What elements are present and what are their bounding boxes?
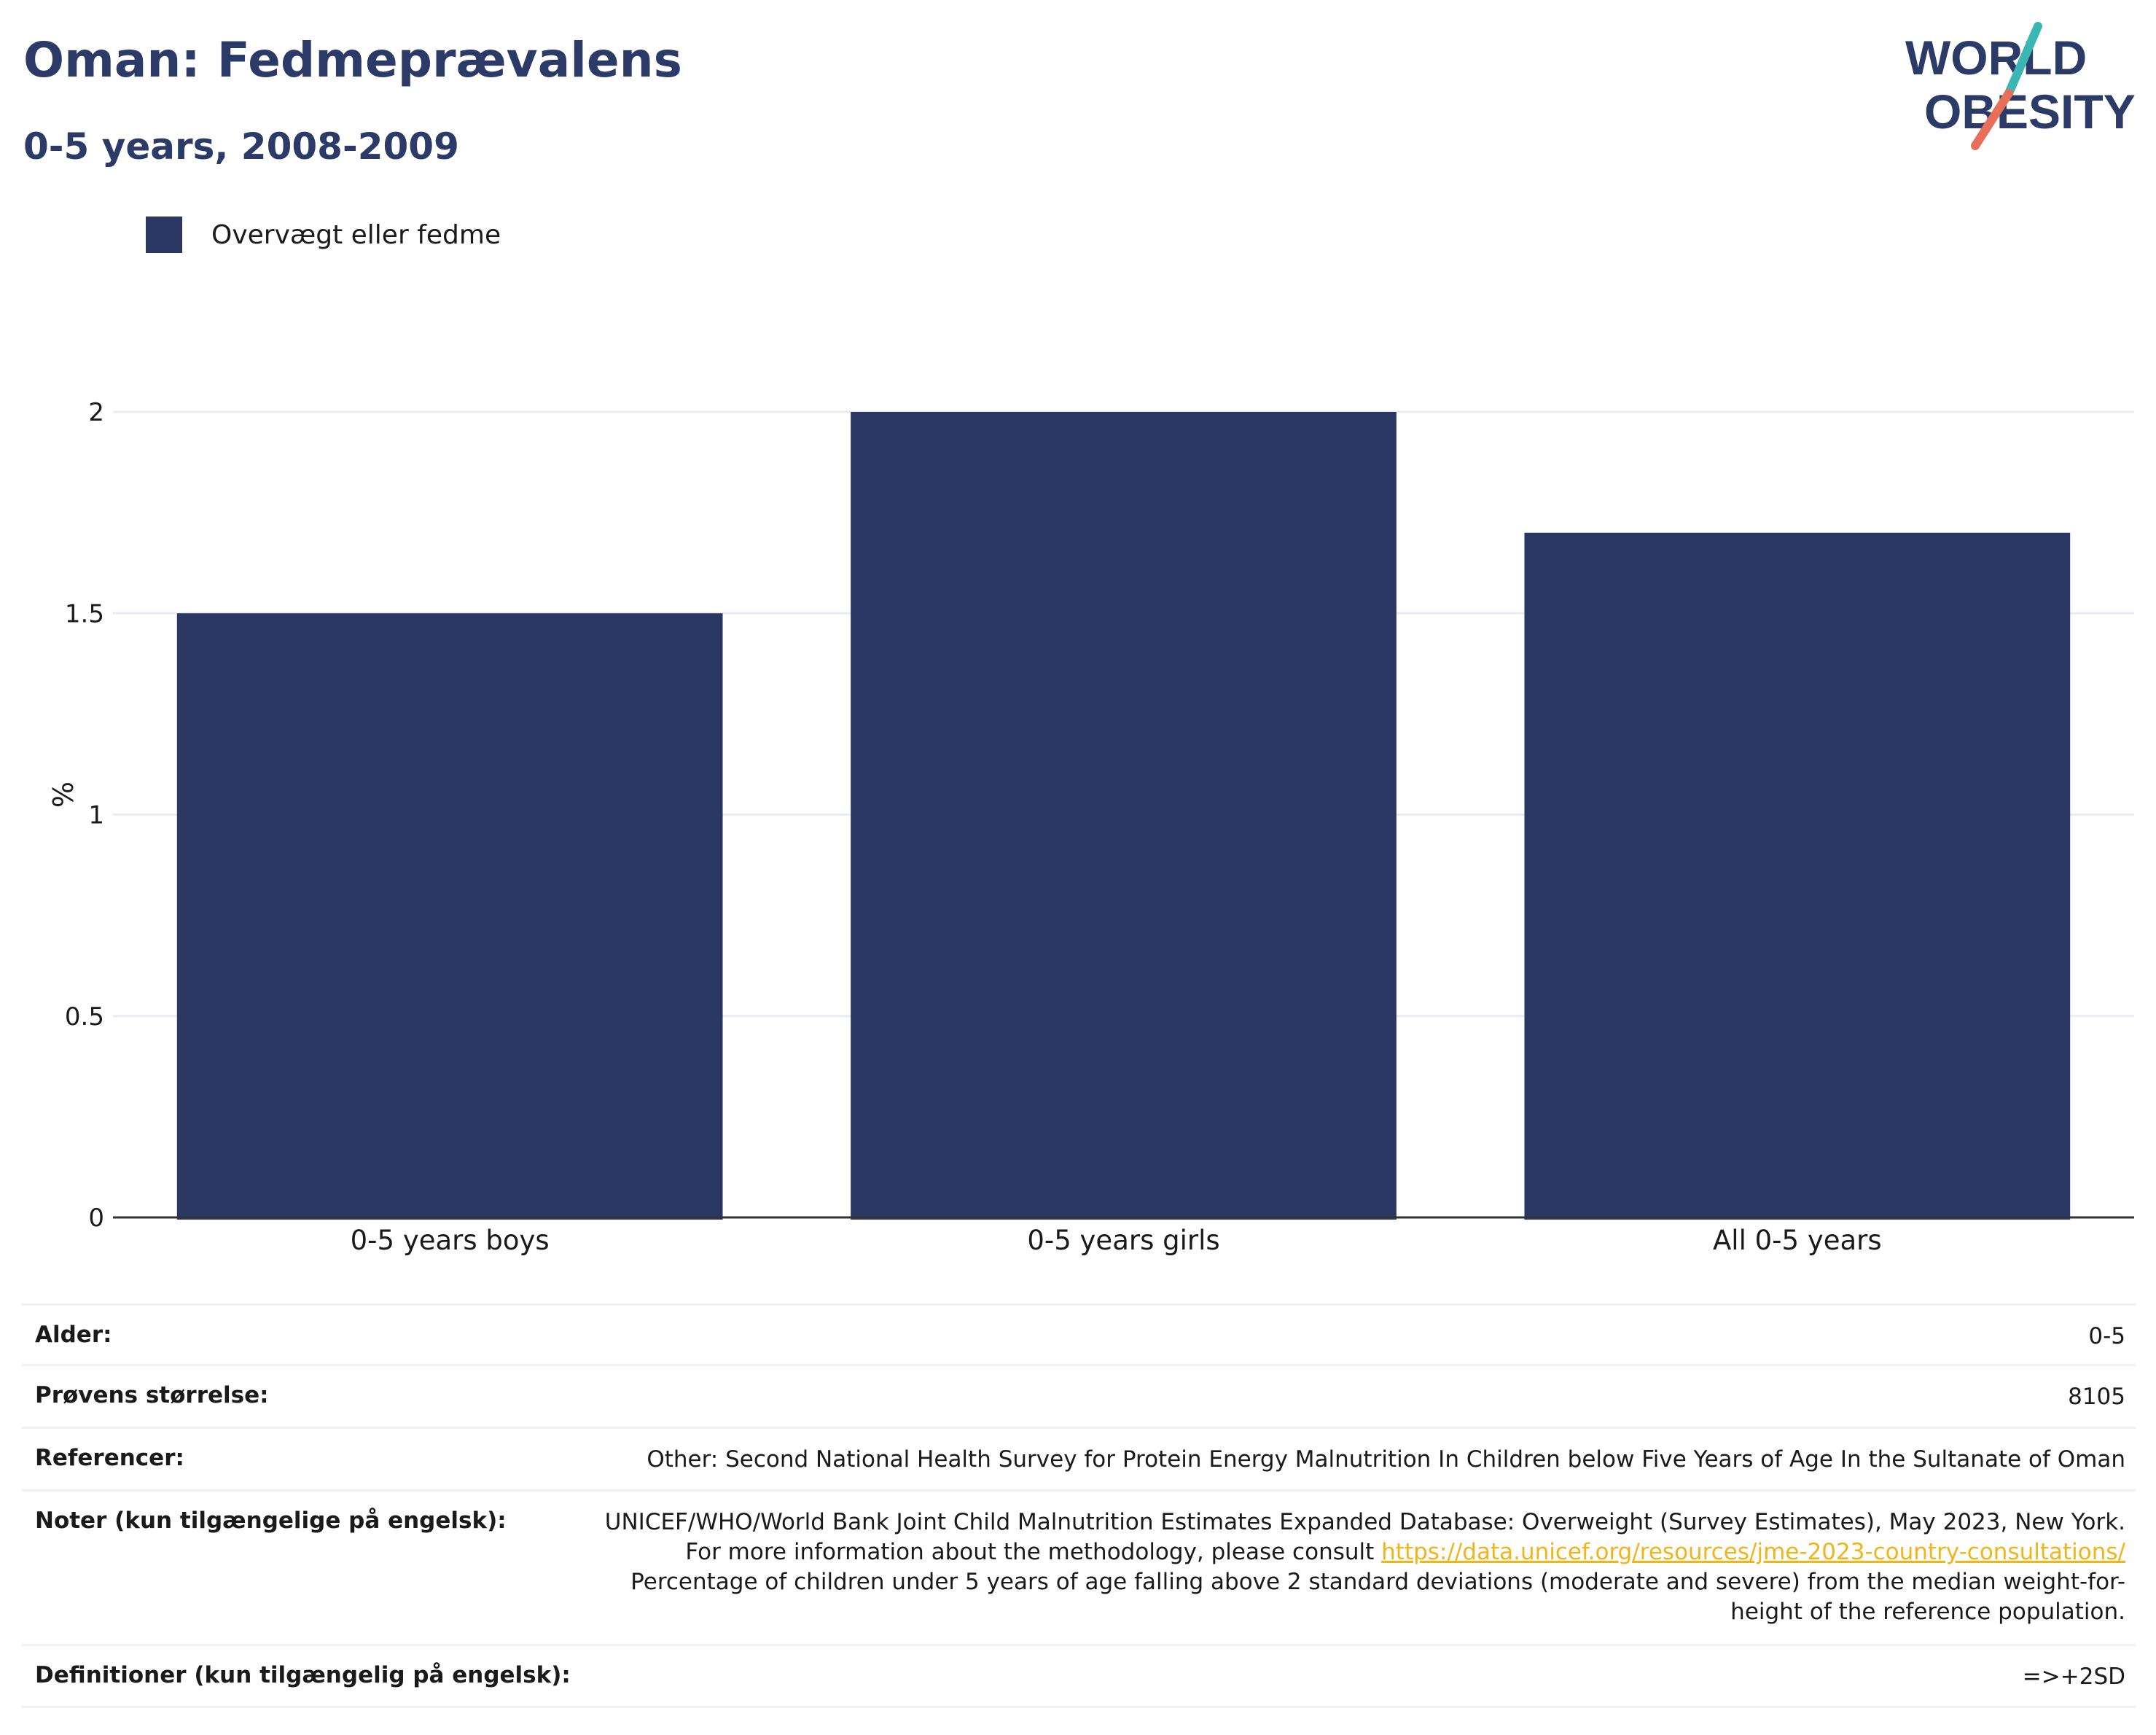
y-tick-label: 2 (88, 398, 104, 427)
x-tick-label: 0-5 years boys (351, 1225, 550, 1256)
references-value: Other: Second National Health Survey for… (589, 1427, 2136, 1491)
chart-title: Oman: Fedmeprævalens (23, 32, 682, 88)
info-table: Alder: 0-5 Prøvens størrelse: 8105 Refer… (22, 1303, 2136, 1708)
logo-text-world: WORLD (1905, 31, 2087, 85)
references-label: Referencer: (22, 1427, 589, 1491)
y-axis-label: % (46, 781, 78, 808)
sample-value: 8105 (589, 1364, 2136, 1428)
legend-swatch (146, 217, 182, 253)
notes-value: UNICEF/WHO/World Bank Joint Child Malnut… (589, 1489, 2136, 1645)
legend[interactable]: Overvægt eller fedme (146, 216, 501, 254)
bar-1 (176, 613, 723, 1220)
info-row-sample: Prøvens størrelse: 8105 (22, 1364, 2136, 1428)
logo-text-obesity: OBESITY (1924, 85, 2136, 139)
info-row-notes: Noter (kun tilgængelige på engelsk): UNI… (22, 1489, 2136, 1645)
x-tick-label: 0-5 years girls (1027, 1225, 1219, 1256)
x-tick-label: All 0-5 years (1713, 1225, 1882, 1256)
bar-chart: 0 0.5 1 1.5 2 0-5 years boys 0-5 years girls Al… (46, 398, 2134, 1256)
y-tick-label: 1.5 (65, 599, 104, 628)
age-value: 0-5 (589, 1303, 2136, 1365)
info-row-references: Referencer: Other: Second National Healt… (22, 1427, 2136, 1491)
notes-text-2: Percentage of children under 5 years of … (630, 1569, 2125, 1625)
methodology-link[interactable]: https://data.unicef.org/resources/jme-20… (1381, 1539, 2125, 1565)
info-row-age: Alder: 0-5 (22, 1303, 2136, 1365)
notes-text-1: UNICEF/WHO/World Bank Joint Child Malnut… (604, 1509, 2125, 1565)
sample-label: Prøvens størrelse: (22, 1364, 589, 1428)
y-tick-label: 1 (88, 801, 104, 830)
logo-slash-coral (1971, 89, 2013, 150)
world-obesity-logo: WORLD OBESITY (1905, 22, 2136, 150)
definitions-value: =>+2SD (589, 1644, 2136, 1708)
notes-label: Noter (kun tilgængelige på engelsk): (22, 1489, 589, 1645)
y-tick-label: 0 (88, 1204, 104, 1233)
y-tick-label: 0.5 (65, 1002, 104, 1032)
bar-2 (851, 412, 1397, 1220)
age-label: Alder: (22, 1303, 589, 1365)
legend-label: Overvægt eller fedme (211, 219, 501, 250)
logo-slash-teal (2004, 22, 2042, 98)
bar-3 (1524, 532, 2071, 1220)
definitions-label: Definitioner (kun tilgængelig på engelsk… (22, 1644, 589, 1708)
chart-subtitle: 0-5 years, 2008-2009 (23, 125, 459, 168)
info-row-definitions: Definitioner (kun tilgængelig på engelsk… (22, 1644, 2136, 1708)
